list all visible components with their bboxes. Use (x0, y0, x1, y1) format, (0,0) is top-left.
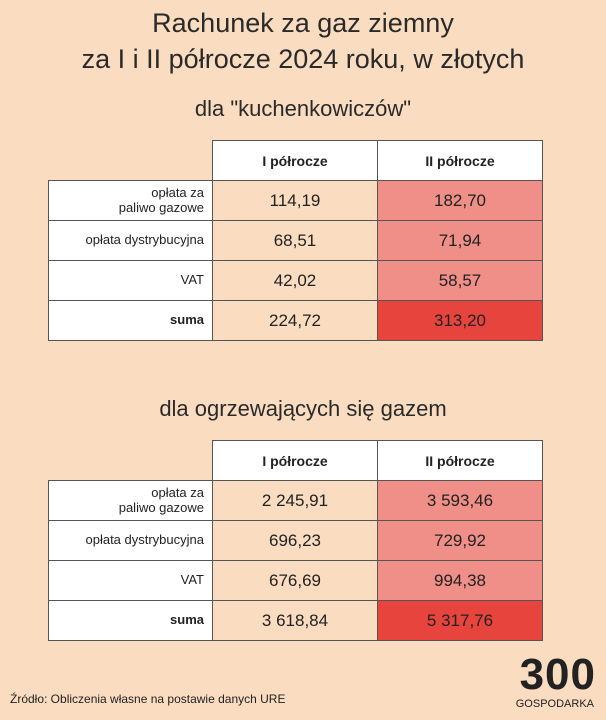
table-cell: 5 317,76 (377, 600, 543, 641)
row-label: VAT (48, 560, 213, 601)
section-heading: dla "kuchenkowiczów" (194, 96, 412, 121)
logo-number: 300 (519, 650, 596, 699)
table-cell: 58,57 (377, 260, 543, 301)
column-header: II półrocze (377, 440, 543, 481)
table-cell: 224,72 (212, 300, 378, 341)
table-cell: 2 245,91 (212, 480, 378, 521)
row-label: opłata dystrybucyjna (48, 220, 213, 261)
table-cell: 114,19 (212, 180, 378, 221)
table-cell: 3 618,84 (212, 600, 378, 641)
table-cell: 3 593,46 (377, 480, 543, 521)
row-label: VAT (48, 260, 213, 301)
column-header: I półrocze (212, 140, 378, 181)
table-cell: 729,92 (377, 520, 543, 561)
table-cell: 994,38 (377, 560, 543, 601)
title-line: za I i II półrocze 2024 roku, w złotych (81, 44, 525, 74)
table-cell: 71,94 (377, 220, 543, 261)
section-heading: dla ogrzewających się gazem (159, 396, 447, 421)
column-header: I półrocze (212, 440, 378, 481)
column-header: II półrocze (377, 140, 543, 181)
row-label: suma (48, 300, 213, 341)
row-label: suma (48, 600, 213, 641)
row-label: opłata za paliwo gazowe (48, 180, 213, 221)
table-cell: 696,23 (212, 520, 378, 561)
row-label: opłata dystrybucyjna (48, 520, 213, 561)
table-cell: 182,70 (377, 180, 543, 221)
logo-name: GOSPODARKA (515, 698, 594, 710)
table-cell: 68,51 (212, 220, 378, 261)
title-line: Rachunek za gaz ziemny (152, 8, 454, 38)
table-cell: 676,69 (212, 560, 378, 601)
table-cell: 313,20 (377, 300, 543, 341)
source: Źródło: Obliczenia własne na postawie da… (10, 692, 286, 706)
row-label: opłata za paliwo gazowe (48, 480, 213, 521)
table-cell: 42,02 (212, 260, 378, 301)
